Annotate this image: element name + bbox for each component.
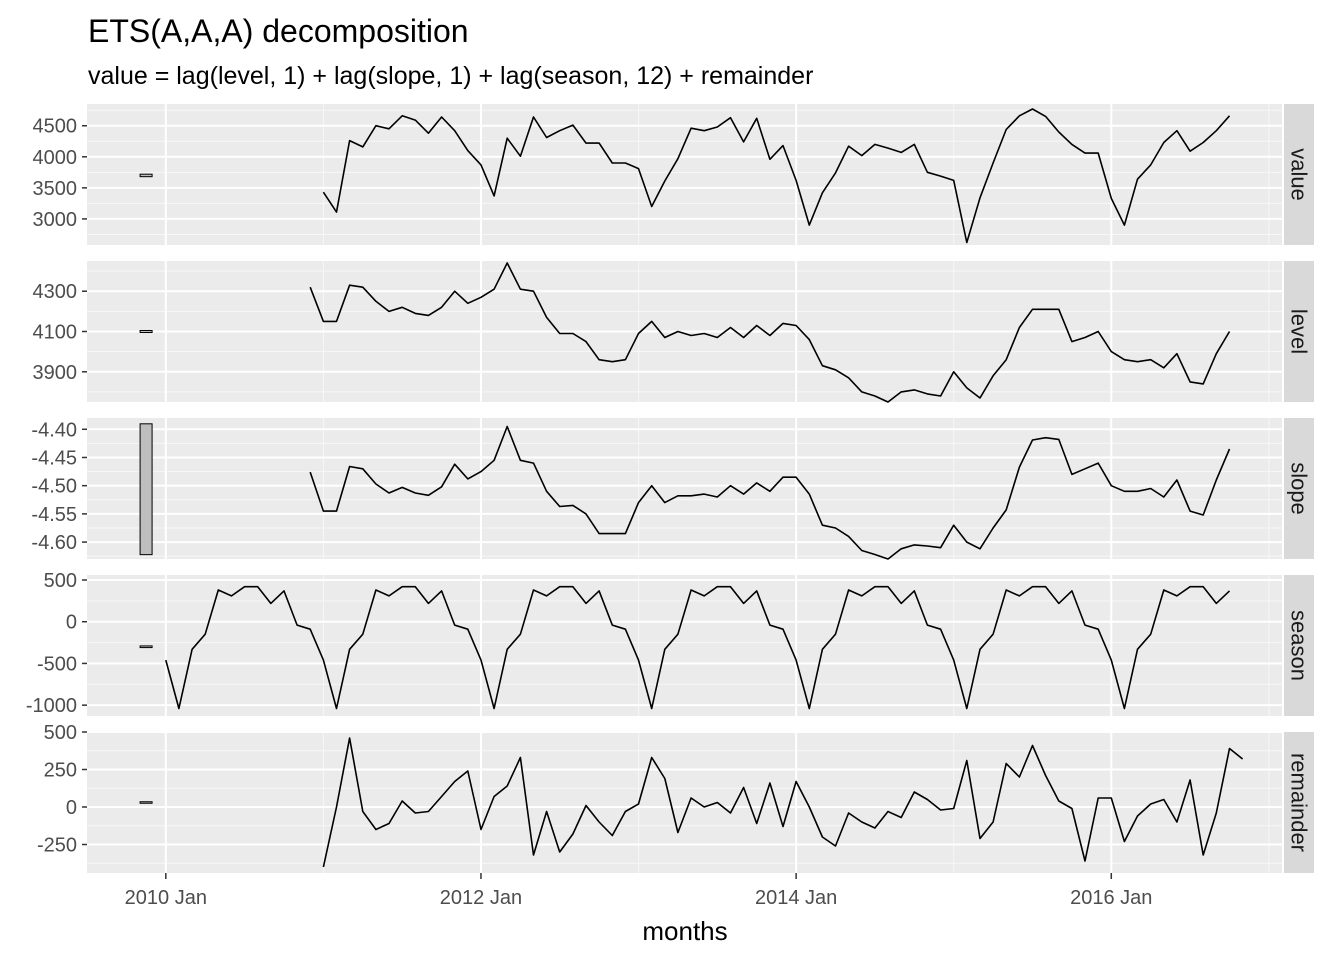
series-line-level — [309, 262, 1231, 403]
y-tick-label: 4000 — [33, 147, 78, 169]
panel-season: -1000 -500 0 500 season — [26, 570, 1314, 717]
scale-bar — [139, 423, 153, 556]
x-axis: 2010 Jan 2012 Jan 2014 Jan 2016 Jan — [125, 873, 1152, 909]
panel-background — [87, 104, 1282, 245]
y-tick-label: -250 — [37, 835, 77, 857]
facet-strip-label: remainder — [1287, 753, 1312, 852]
y-tick-label: -4.40 — [31, 419, 77, 441]
panel-value: 3000 3500 4000 4500 value — [33, 104, 1314, 245]
y-tick-label: -1000 — [26, 695, 77, 717]
y-tick-label: 250 — [44, 760, 77, 782]
facet-panels: 3000 3500 4000 4500 value 3900 4100 4300 level -4… — [26, 104, 1314, 873]
y-tick-label: -4.60 — [31, 532, 77, 554]
y-tick-label: -500 — [37, 653, 77, 675]
y-tick-label: -4.55 — [31, 504, 77, 526]
chart-subtitle: value = lag(level, 1) + lag(slope, 1) + … — [88, 62, 813, 90]
panel-background — [87, 418, 1282, 559]
y-tick-label: -4.50 — [31, 476, 77, 498]
y-tick-label: 3500 — [33, 178, 78, 200]
x-tick-label: 2010 Jan — [125, 887, 207, 909]
panel-slope: -4.60 -4.55 -4.50 -4.45 -4.40 slope — [31, 418, 1314, 560]
x-axis-label: months — [642, 916, 727, 946]
facet-strip-label: value — [1287, 148, 1312, 201]
y-tick-label: 0 — [66, 797, 77, 819]
y-tick-label: 500 — [44, 722, 77, 744]
scale-bar — [139, 801, 153, 804]
y-tick-label: 4100 — [33, 322, 78, 344]
y-tick-label: 4500 — [33, 116, 78, 138]
scale-bar — [139, 329, 153, 334]
series-line-remainder — [322, 737, 1244, 868]
y-tick-label: 500 — [44, 570, 77, 592]
x-tick-label: 2016 Jan — [1070, 887, 1152, 909]
series-line-slope — [309, 425, 1231, 560]
facet-strip — [1284, 732, 1314, 873]
facet-strip — [1284, 575, 1314, 716]
y-tick-label: -4.45 — [31, 447, 77, 469]
facet-strip — [1284, 261, 1314, 402]
x-tick-label: 2014 Jan — [755, 887, 837, 909]
panel-background — [87, 575, 1282, 716]
panel-remainder: -250 0 250 500 remainder — [37, 722, 1314, 873]
series-line-value — [322, 108, 1231, 244]
panel-background — [87, 732, 1282, 873]
scale-bar — [139, 173, 153, 178]
panel-level: 3900 4100 4300 level — [33, 261, 1314, 403]
y-tick-label: 3000 — [33, 209, 78, 231]
series-line-season — [165, 585, 1231, 710]
y-tick-label: 3900 — [33, 362, 78, 384]
facet-strip-label: level — [1287, 309, 1312, 354]
chart-title: ETS(A,A,A) decomposition — [88, 13, 469, 49]
y-tick-label: 4300 — [33, 281, 78, 303]
facet-strip-label: season — [1287, 610, 1312, 681]
scale-bar — [139, 645, 153, 649]
y-tick-label: 0 — [66, 612, 77, 634]
facet-strip — [1284, 418, 1314, 559]
x-tick-label: 2012 Jan — [440, 887, 522, 909]
facet-strip-label: slope — [1287, 462, 1312, 515]
facet-strip — [1284, 104, 1314, 245]
